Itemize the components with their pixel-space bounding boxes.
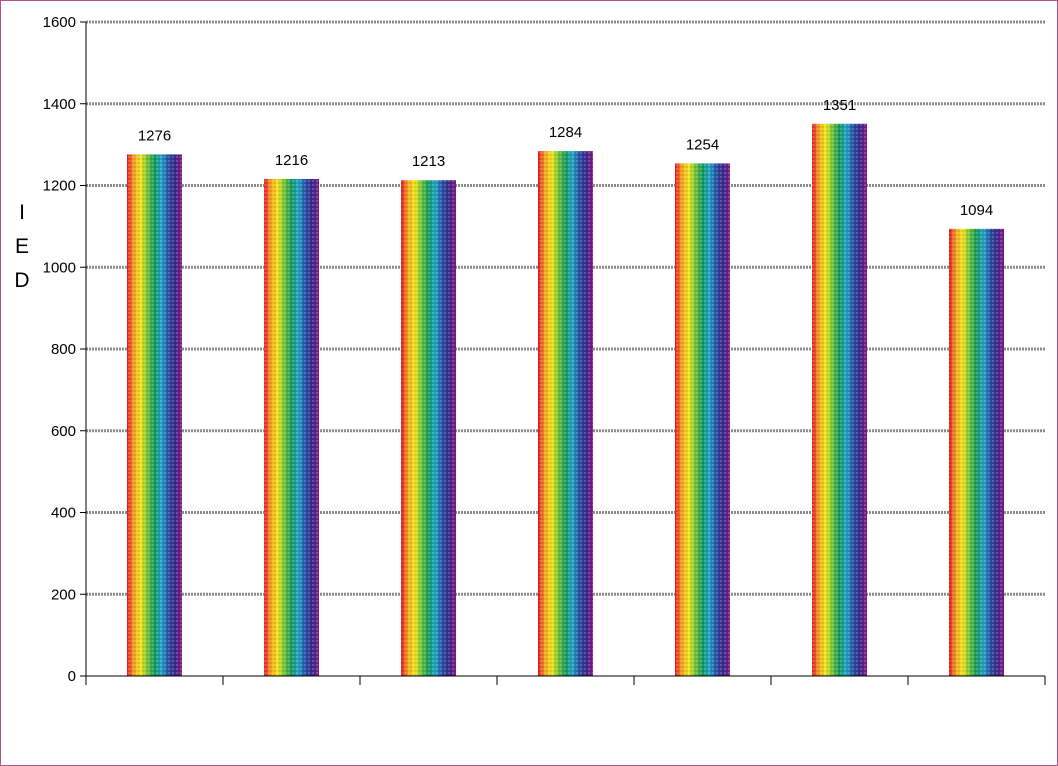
y-axis-label: I E D [8, 196, 36, 298]
data-label: 1254 [686, 136, 719, 153]
y-tick-label: 800 [51, 341, 76, 358]
data-label: 1094 [960, 202, 993, 219]
bar-texture [675, 163, 730, 677]
y-axis-label-letter: D [14, 269, 30, 292]
bar-texture [127, 154, 182, 676]
y-tick-label: 400 [51, 505, 76, 522]
data-label: 1284 [549, 124, 582, 141]
data-label: 1216 [275, 152, 308, 169]
bar-texture [812, 123, 867, 676]
y-tick-label: 0 [68, 668, 76, 685]
data-label: 1276 [138, 127, 171, 144]
y-axis-label-letter: E [14, 235, 29, 258]
y-tick-label: 1600 [43, 14, 76, 31]
data-label: 1213 [412, 153, 445, 170]
data-label: 1351 [823, 97, 856, 114]
y-tick-label: 600 [51, 423, 76, 440]
bar-texture [264, 178, 319, 676]
y-tick-label: 1200 [43, 178, 76, 195]
bar-texture [949, 228, 1004, 676]
y-axis-label-letter: I [19, 201, 25, 224]
y-tick-label: 1400 [43, 96, 76, 113]
y-tick-label: 1000 [43, 259, 76, 276]
bar-texture [538, 151, 593, 677]
bar-texture [401, 180, 456, 676]
y-tick-label: 200 [51, 586, 76, 603]
